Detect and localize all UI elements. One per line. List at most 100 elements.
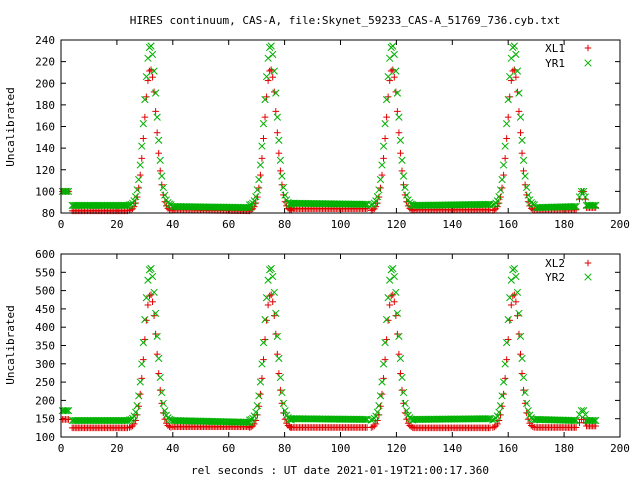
data-point bbox=[384, 294, 392, 302]
data-point bbox=[255, 175, 263, 184]
data-point bbox=[529, 423, 537, 431]
data-point bbox=[512, 50, 520, 59]
data-point bbox=[281, 191, 289, 199]
y-tick-label: 240 bbox=[35, 34, 55, 47]
legend-marker-yr1 bbox=[584, 59, 592, 67]
data-point bbox=[580, 187, 588, 196]
data-point bbox=[580, 406, 588, 415]
data-point bbox=[516, 113, 525, 121]
y-tick-label: 160 bbox=[35, 121, 55, 134]
data-point bbox=[572, 424, 580, 431]
data-point bbox=[507, 54, 515, 62]
data-point bbox=[264, 301, 272, 309]
y-tick-label: 300 bbox=[35, 358, 55, 371]
data-point bbox=[399, 172, 408, 180]
data-point bbox=[397, 149, 404, 157]
data-point bbox=[507, 301, 515, 309]
data-point bbox=[133, 186, 141, 194]
data-point bbox=[165, 415, 174, 423]
data-point bbox=[581, 410, 589, 419]
data-point bbox=[372, 197, 380, 205]
data-point bbox=[376, 175, 385, 184]
data-point bbox=[272, 309, 280, 318]
data-point bbox=[507, 276, 515, 284]
data-point bbox=[252, 408, 260, 416]
data-point bbox=[136, 378, 144, 386]
data-point bbox=[255, 392, 263, 400]
data-point bbox=[518, 149, 526, 157]
data-point bbox=[504, 113, 512, 121]
data-point bbox=[127, 423, 135, 431]
legend-label-yr2: YR2 bbox=[545, 271, 565, 284]
data-point bbox=[144, 54, 152, 62]
data-point bbox=[151, 309, 160, 318]
data-point bbox=[516, 332, 525, 341]
data-point bbox=[378, 378, 386, 386]
data-point bbox=[374, 199, 381, 207]
data-point bbox=[130, 420, 138, 428]
data-point bbox=[590, 416, 598, 425]
data-point bbox=[156, 156, 164, 164]
data-point bbox=[276, 373, 285, 382]
data-point bbox=[155, 136, 163, 144]
data-point bbox=[262, 72, 271, 81]
data-point bbox=[503, 135, 510, 142]
y-tick-label: 450 bbox=[35, 303, 55, 316]
data-point bbox=[133, 402, 141, 410]
data-point bbox=[258, 155, 266, 162]
data-point bbox=[572, 416, 580, 425]
data-point bbox=[153, 129, 161, 137]
data-point bbox=[278, 181, 286, 189]
data-point bbox=[379, 142, 388, 150]
data-point bbox=[153, 113, 161, 121]
data-point bbox=[570, 202, 579, 211]
data-point bbox=[141, 95, 149, 104]
data-point bbox=[131, 408, 140, 416]
data-point bbox=[588, 416, 597, 425]
data-point bbox=[270, 288, 278, 297]
y-tick-label: 200 bbox=[35, 394, 55, 407]
data-point bbox=[287, 416, 295, 424]
data-point bbox=[569, 416, 577, 425]
x-tick-label: 60 bbox=[222, 442, 235, 455]
x-tick-label: 80 bbox=[278, 442, 291, 455]
data-point bbox=[165, 200, 174, 208]
data-point bbox=[375, 186, 383, 194]
data-point bbox=[512, 73, 520, 81]
data-point bbox=[390, 272, 398, 281]
data-point bbox=[489, 424, 497, 431]
data-point bbox=[135, 392, 143, 400]
data-point bbox=[515, 89, 523, 97]
data-point bbox=[515, 108, 523, 115]
data-point bbox=[167, 416, 175, 424]
data-point bbox=[495, 408, 503, 416]
data-point bbox=[592, 201, 600, 210]
data-point bbox=[267, 264, 275, 273]
data-point bbox=[152, 330, 159, 338]
data-point bbox=[383, 113, 390, 121]
data-point bbox=[390, 50, 398, 59]
data-point bbox=[522, 183, 531, 192]
data-point bbox=[155, 354, 163, 363]
data-point bbox=[158, 172, 166, 180]
x-tick-label: 180 bbox=[554, 218, 574, 231]
data-point bbox=[389, 264, 397, 273]
data-point bbox=[278, 172, 286, 180]
data-point bbox=[399, 388, 408, 397]
data-point bbox=[263, 93, 270, 101]
data-point bbox=[275, 149, 283, 157]
data-point bbox=[159, 399, 167, 408]
data-point bbox=[144, 301, 152, 309]
data-point bbox=[392, 67, 400, 75]
data-point bbox=[514, 312, 521, 319]
data-point bbox=[270, 312, 278, 319]
data-point bbox=[498, 175, 506, 184]
x-tick-label: 140 bbox=[442, 218, 462, 231]
data-point bbox=[500, 171, 507, 179]
data-point bbox=[495, 192, 503, 201]
data-point bbox=[400, 181, 407, 189]
data-point bbox=[149, 298, 156, 306]
data-point bbox=[386, 301, 393, 309]
x-tick-label: 20 bbox=[110, 442, 123, 455]
